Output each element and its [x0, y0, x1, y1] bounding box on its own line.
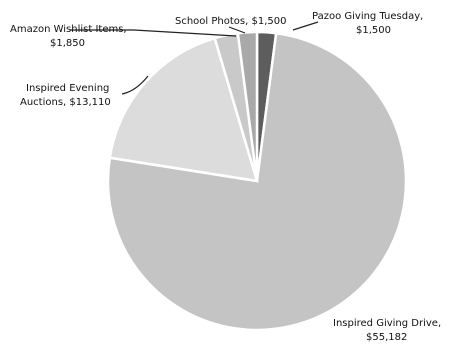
- leader-pazoo: [292, 21, 319, 31]
- label-auctions-line1: Inspired Evening: [26, 83, 109, 94]
- label-school: School Photos, $1,500: [175, 16, 286, 27]
- label-pazoo-line1: Pazoo Giving Tuesday,: [312, 11, 423, 22]
- label-amazon-line1: Amazon Wishlist Items,: [10, 24, 127, 35]
- label-amazon-line2: $1,850: [50, 38, 85, 49]
- leader-amazon: [70, 29, 237, 37]
- leader-school: [228, 26, 246, 34]
- pie-slice-school: [236, 30, 259, 182]
- label-drive-line1: Inspired Giving Drive,: [333, 318, 441, 329]
- label-pazoo-line2: $1,500: [356, 25, 391, 36]
- label-drive-line2: $55,182: [366, 332, 407, 343]
- pie-slice-auctions: [108, 36, 259, 183]
- label-auctions-line2: Auctions, $13,110: [20, 97, 111, 108]
- leader-auctions: [121, 75, 149, 95]
